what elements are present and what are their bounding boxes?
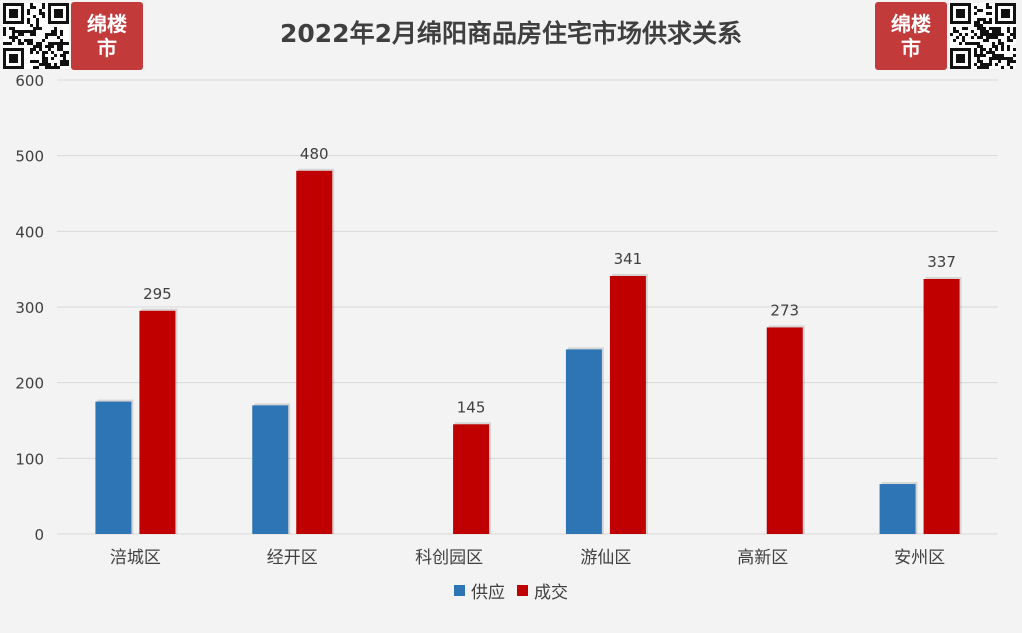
y-tick-label: 0 [34, 526, 44, 544]
data-label: 145 [457, 398, 486, 416]
brand-logo-right: 绵楼市 [875, 2, 947, 70]
x-tick-label: 高新区 [737, 548, 788, 568]
bar-deal [139, 310, 176, 534]
legend-label: 供应 [471, 583, 505, 603]
legend-swatch [454, 585, 465, 596]
bar-deal [766, 327, 803, 534]
bar-supply [565, 349, 602, 534]
legend-item-deal: 成交 [517, 578, 568, 603]
bar-deal [923, 279, 960, 534]
bars [95, 168, 962, 535]
data-label: 295 [143, 285, 172, 303]
y-axis-ticks: 0 100 200 300 400 500 600 [15, 72, 44, 544]
gridlines [57, 79, 998, 535]
y-tick-label: 100 [15, 450, 44, 468]
chart-legend: 供应 成交 [0, 578, 1022, 603]
y-tick-label: 600 [15, 72, 44, 90]
bar-deal [296, 170, 333, 535]
chart-title: 2022年2月绵阳商品房住宅市场供求关系 [280, 19, 742, 48]
bar-supply [252, 405, 289, 534]
bar-supply [95, 401, 132, 534]
y-tick-label: 300 [15, 299, 44, 317]
data-labels: 295 480 145 341 273 337 [143, 145, 956, 416]
x-tick-label: 科创园区 [415, 548, 483, 568]
qr-code-icon [3, 3, 69, 69]
bar-deal [609, 275, 646, 534]
y-tick-label: 400 [15, 223, 44, 241]
legend-label: 成交 [534, 583, 568, 603]
x-axis-ticks: 涪城区 经开区 科创园区 游仙区 高新区 安州区 [110, 548, 945, 568]
x-tick-label: 涪城区 [110, 548, 161, 568]
data-label: 341 [614, 250, 643, 268]
x-tick-label: 游仙区 [580, 548, 631, 568]
bar-deal [453, 424, 490, 534]
brand-logo-left: 绵楼市 [71, 2, 143, 70]
legend-swatch [517, 585, 528, 596]
x-tick-label: 安州区 [894, 548, 945, 568]
data-label: 273 [770, 301, 799, 319]
data-label: 480 [300, 145, 329, 163]
y-tick-label: 200 [15, 375, 44, 393]
y-tick-label: 500 [15, 148, 44, 166]
qr-code-icon [950, 3, 1016, 69]
x-tick-label: 经开区 [267, 548, 318, 568]
data-label: 337 [927, 253, 956, 271]
legend-item-supply: 供应 [454, 578, 505, 603]
bar-supply [879, 484, 916, 534]
